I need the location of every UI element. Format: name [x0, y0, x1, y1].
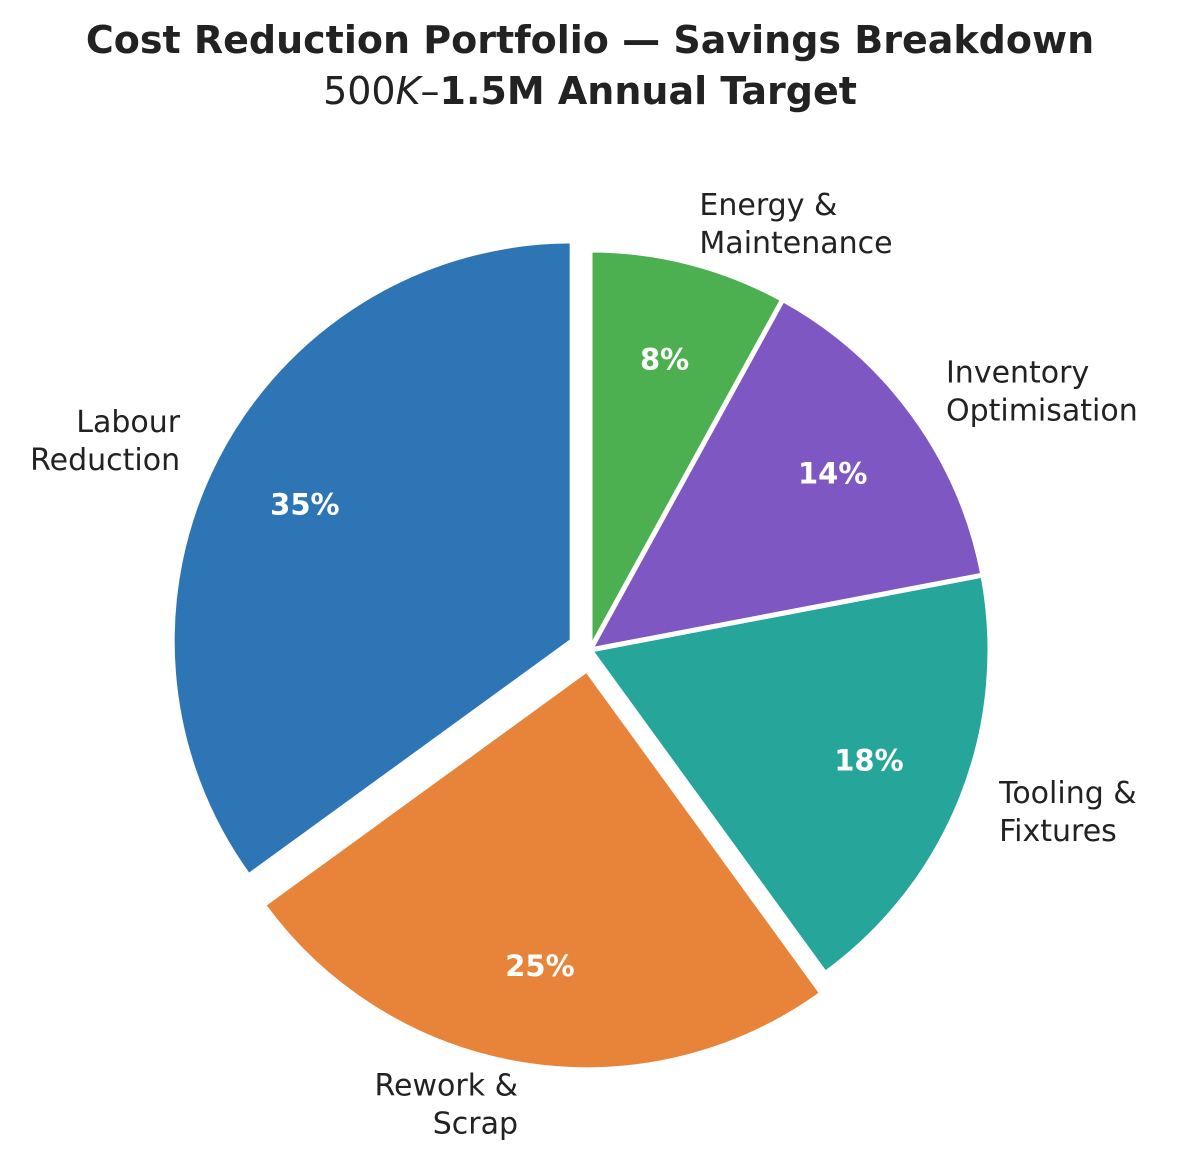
pie-slice — [259, 666, 826, 1073]
pie-slice — [585, 296, 986, 654]
subtitle-part: 500 — [323, 69, 396, 113]
chart-subtitle: 500K–1.5M Annual Target — [323, 69, 857, 113]
category-label: Inventory Optimisation — [946, 355, 1138, 428]
pct-label: 18% — [834, 743, 903, 777]
category-label: Rework & Scrap — [375, 1068, 518, 1141]
category-label: Energy & Maintenance — [699, 188, 892, 261]
pct-label: 35% — [270, 488, 339, 522]
pct-label: 25% — [505, 949, 574, 983]
pct-label: 8% — [640, 342, 689, 376]
category-label: Tooling & Fixtures — [998, 776, 1137, 849]
subtitle-part: K — [396, 69, 424, 113]
pie-slice — [585, 572, 993, 978]
chart-title: Cost Reduction Portfolio — Savings Break… — [86, 18, 1094, 62]
subtitle-part: – — [421, 69, 440, 113]
pct-label: 14% — [798, 457, 867, 491]
category-label: Labour Reduction — [30, 405, 181, 478]
pie-slice — [587, 247, 787, 652]
subtitle-part: 1.5M Annual Target — [440, 69, 857, 113]
pie-slice — [169, 238, 575, 880]
